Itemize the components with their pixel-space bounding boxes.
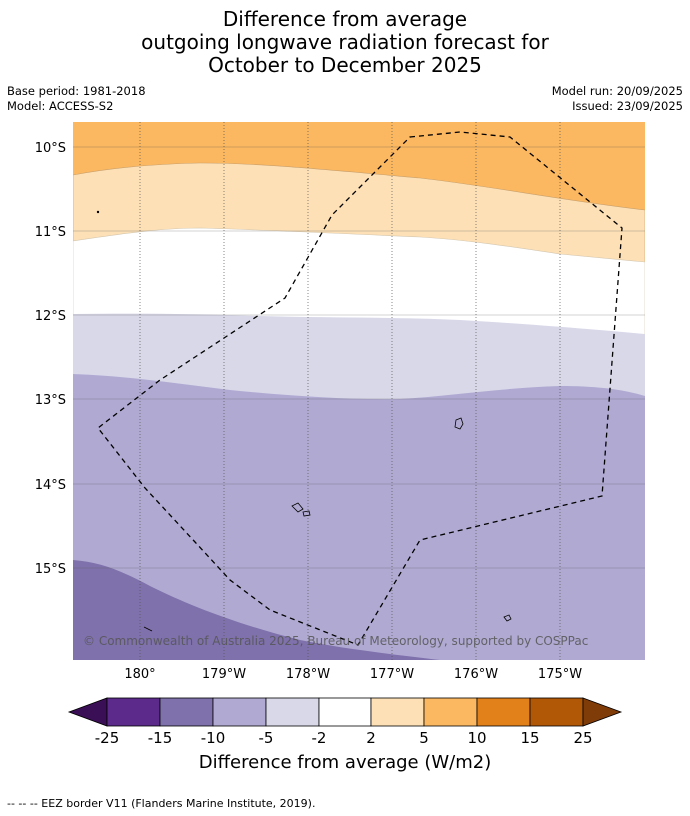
island-south (503, 614, 512, 622)
colorbar-ticks: -25 -15 -10 -5 -2 2 5 10 15 25 (95, 729, 593, 747)
lon-label: 180° (124, 667, 155, 682)
colorbar-tick: -2 (312, 729, 327, 747)
colorbar-tick: 2 (366, 729, 376, 747)
meta-left: Base period: 1981-2018 Model: ACCESS-S2 (7, 84, 146, 114)
colorbar-bin (159, 697, 214, 727)
lat-label: 11°S (35, 225, 66, 240)
band-minus5-to-minus10 (73, 374, 645, 660)
island-dot (96, 210, 100, 214)
base-period: Base period: 1981-2018 (7, 84, 146, 98)
colorbar-label: Difference from average (W/m2) (198, 752, 492, 773)
lat-label: 10°S (35, 141, 66, 156)
band-minus10-to-minus15 (73, 560, 440, 660)
map-area (73, 122, 645, 660)
colorbar-bin (106, 697, 161, 727)
colorbar-bin (370, 697, 425, 727)
island-reef (143, 626, 153, 632)
lon-label: 179°W (202, 667, 246, 682)
colorbar-tick: -5 (259, 729, 274, 747)
colorbar (67, 697, 623, 727)
colorbar-tick: 15 (520, 729, 539, 747)
colorbar-bin (476, 697, 531, 727)
lon-label: 178°W (286, 667, 330, 682)
colorbar-bin (212, 697, 267, 727)
colorbar-tick: 10 (467, 729, 486, 747)
footer-note: -- -- -- EEZ border V11 (Flanders Marine… (7, 797, 316, 810)
issued-date: Issued: 23/09/2025 (572, 99, 683, 113)
colorbar-tick: 25 (573, 729, 592, 747)
island-north (454, 417, 464, 430)
colorbar-tick: -10 (201, 729, 226, 747)
chart-title: Difference from average outgoing longwav… (0, 8, 690, 77)
lat-label: 15°S (35, 562, 66, 577)
colorbar-bin (423, 697, 478, 727)
colorbar-extend-low (67, 697, 108, 727)
colorbar-tick: -15 (148, 729, 173, 747)
title-line-1: Difference from average (222, 7, 468, 31)
title-line-3: October to December 2025 (208, 53, 482, 77)
colorbar-extend-high (582, 697, 623, 727)
meta-right: Model run: 20/09/2025 Issued: 23/09/2025 (552, 84, 683, 114)
islands (96, 210, 512, 632)
colorbar-bin (529, 697, 584, 727)
lon-label: 176°W (454, 667, 498, 682)
title-line-2: outgoing longwave radiation forecast for (141, 30, 549, 54)
island-west-b (302, 510, 311, 517)
lon-label: 177°W (370, 667, 414, 682)
colorbar-bin (265, 697, 320, 727)
colorbar-tick: 5 (419, 729, 429, 747)
colorbar-tick: -25 (95, 729, 120, 747)
lon-label: 175°W (538, 667, 582, 682)
lat-label: 12°S (35, 309, 66, 324)
eez-border (97, 131, 623, 646)
copyright-notice: © Commonwealth of Australia 2025, Bureau… (83, 634, 588, 648)
colorbar-bin (318, 697, 372, 727)
longitude-labels: 180° 179°W 178°W 177°W 176°W 175°W (124, 667, 582, 682)
latitude-labels: 10°S 11°S 12°S 13°S 14°S 15°S (35, 141, 66, 577)
lat-label: 13°S (35, 393, 66, 408)
island-west-a (291, 502, 304, 513)
model-run: Model run: 20/09/2025 (551, 84, 683, 98)
lat-label: 14°S (35, 478, 66, 493)
graticule (73, 122, 645, 660)
model-name: Model: ACCESS-S2 (7, 99, 114, 113)
